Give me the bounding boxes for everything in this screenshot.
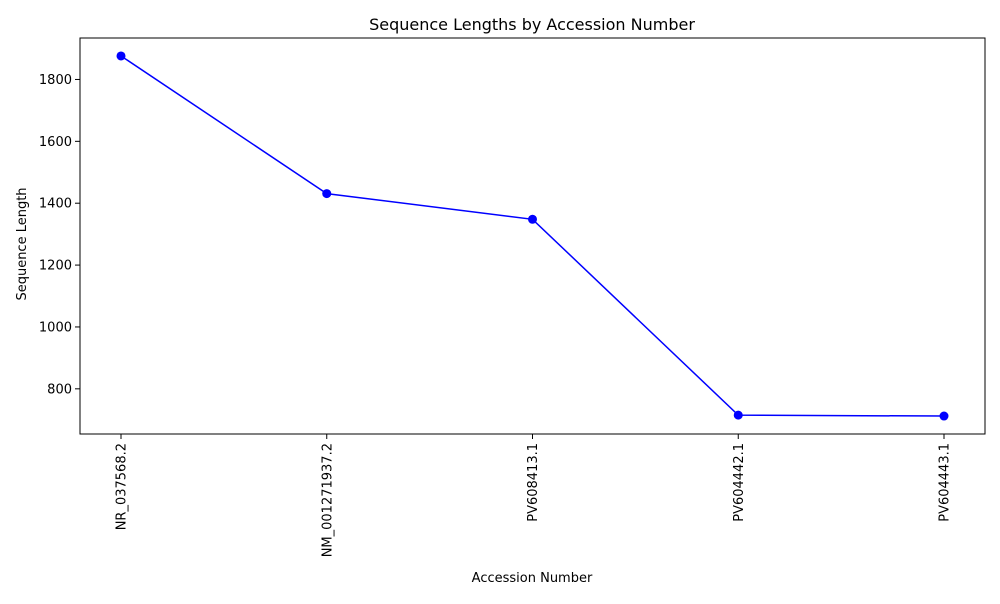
x-axis: NR_037568.2 NM_001271937.2 PV608413.1 PV604… bbox=[115, 434, 953, 557]
data-point bbox=[116, 51, 126, 61]
x-tick-label: NM_001271937.2 bbox=[320, 443, 335, 557]
data-point bbox=[322, 189, 332, 199]
y-tick-label: 1000 bbox=[39, 320, 72, 335]
x-tick-label: NR_037568.2 bbox=[115, 443, 130, 530]
axes-frame bbox=[79, 37, 986, 435]
plot-area bbox=[116, 51, 949, 421]
x-tick-label: PV608413.1 bbox=[526, 443, 541, 522]
y-tick-label: 1200 bbox=[39, 259, 72, 274]
y-tick-label: 1600 bbox=[39, 135, 72, 150]
y-axis-label: Sequence Length bbox=[15, 187, 30, 300]
x-tick-label: PV604443.1 bbox=[938, 443, 953, 522]
x-axis-label: Accession Number bbox=[472, 571, 593, 586]
data-point bbox=[939, 411, 949, 421]
chart-title: Sequence Lengths by Accession Number bbox=[369, 15, 695, 34]
y-tick-label: 800 bbox=[47, 382, 72, 397]
y-tick-label: 1800 bbox=[39, 73, 72, 88]
y-tick-label: 1400 bbox=[39, 197, 72, 212]
x-tick-label: PV604442.1 bbox=[732, 443, 747, 522]
y-axis: 800 1000 1200 1400 1600 1800 bbox=[39, 73, 80, 397]
data-point bbox=[733, 410, 743, 420]
data-point bbox=[528, 214, 537, 224]
series-line bbox=[120, 55, 945, 417]
